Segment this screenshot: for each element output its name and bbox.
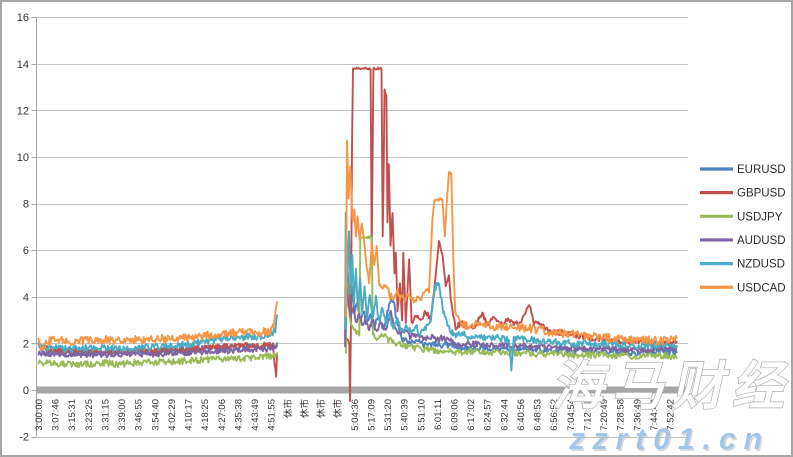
x-tick-label: 3:31:15	[100, 399, 111, 431]
x-tick-label: 6:09:06	[450, 399, 461, 431]
series-line-usdjpy	[37, 351, 278, 368]
y-tick-label: 2	[23, 338, 29, 350]
x-tick-label: 6:24:57	[483, 399, 494, 431]
y-tick-label: 14	[17, 59, 29, 71]
x-tick-label: 4:02:29	[167, 399, 178, 431]
series-line-nzdusd	[344, 214, 678, 372]
x-axis-bar	[36, 386, 690, 394]
x-tick-label: 6:56:52	[549, 399, 560, 431]
x-tick-label: 3:39:00	[117, 399, 128, 431]
x-tick-label: 4:18:25	[200, 399, 211, 431]
x-tick-label: 6:01:11	[433, 399, 444, 430]
x-tick-label: 6:17:02	[466, 399, 477, 431]
series-line-gbpusd	[345, 66, 678, 402]
x-tick-label: 4:10:17	[184, 399, 195, 431]
x-axis-labels: 3:00:00 3:07:46 3:15:31 3:23:25 3:31:15 3:39:…	[34, 399, 677, 431]
x-tick-label: 休市	[316, 399, 328, 419]
x-tick-label: 5:04:36	[350, 399, 361, 431]
y-tick-label: 8	[23, 199, 29, 211]
x-tick-label: 4:51:55	[267, 399, 278, 431]
series-line-nzdusd	[37, 314, 278, 354]
x-tick-label: 7:12:46	[582, 399, 593, 431]
x-tick-label: 7:04:54	[566, 399, 577, 431]
x-tick-label: 4:43:49	[250, 399, 261, 431]
x-tick-label: 3:15:31	[67, 399, 78, 431]
y-tick-label: 0	[23, 385, 29, 397]
series-line-usdcad	[345, 139, 678, 346]
x-tick-label: 3:00:00	[34, 399, 45, 431]
legend: EURUSD GBPUSD USDJPY AUDUSD NZDUSD USDCAD	[700, 164, 786, 294]
x-tick-label: 7:52:42	[666, 399, 677, 431]
axes	[31, 17, 690, 438]
y-tick-label: -2	[19, 432, 29, 444]
y-tick-label: 16	[17, 12, 29, 24]
x-tick-label: 6:48:53	[533, 399, 544, 431]
series-line-audusd	[37, 344, 278, 359]
y-tick-label: 10	[17, 152, 29, 164]
x-tick-label: 7:28:58	[616, 399, 627, 431]
legend-label-audusd: AUDUSD	[737, 235, 786, 247]
legend-label-eurusd: EURUSD	[737, 164, 786, 176]
y-tick-label: 12	[17, 105, 29, 117]
y-tick-label: 4	[23, 292, 29, 304]
x-tick-label: 5:17:09	[366, 399, 377, 431]
x-tick-label: 休市	[299, 399, 311, 419]
watermark: 海马财经 zzrt01.cn zzrt01.cn	[549, 357, 793, 457]
x-tick-label: 3:23:25	[84, 399, 95, 431]
x-tick-label: 休市	[282, 399, 294, 419]
legend-label-gbpusd: GBPUSD	[737, 188, 786, 200]
x-tick-label: 3:07:46	[51, 399, 62, 431]
x-tick-label: 3:54:40	[150, 399, 161, 431]
legend-label-nzdusd: NZDUSD	[737, 259, 785, 271]
x-tick-label: 4:27:06	[217, 399, 228, 431]
x-tick-label: 7:44:43	[649, 399, 660, 431]
watermark-brand-text: 海马财经	[549, 358, 793, 416]
x-tick-label: 7:20:49	[599, 399, 610, 431]
legend-label-usdcad: USDCAD	[737, 282, 786, 294]
y-tick-label: 6	[23, 245, 29, 257]
watermark-site-text: zzrt01.cn	[567, 423, 774, 456]
x-tick-label: 休市	[332, 399, 344, 419]
series-lines	[37, 66, 678, 402]
x-tick-label: 6:40:56	[516, 399, 527, 431]
watermark-site-shadow: zzrt01.cn	[568, 425, 775, 457]
x-tick-label: 4:35:38	[233, 399, 244, 431]
legend-label-usdjpy: USDJPY	[737, 211, 783, 223]
x-tick-label: 5:31:20	[383, 399, 394, 431]
x-tick-label: 7:36:49	[632, 399, 643, 431]
series-line-usdcad	[37, 301, 278, 352]
y-axis-labels: -2 0 2 4 6 8 10 12 14 16	[17, 12, 29, 443]
x-tick-label: 6:32:44	[499, 399, 510, 431]
x-tick-label: 5:40:39	[400, 399, 411, 431]
x-tick-label: 3:46:55	[134, 399, 145, 431]
x-tick-label: 5:51:10	[416, 399, 427, 431]
